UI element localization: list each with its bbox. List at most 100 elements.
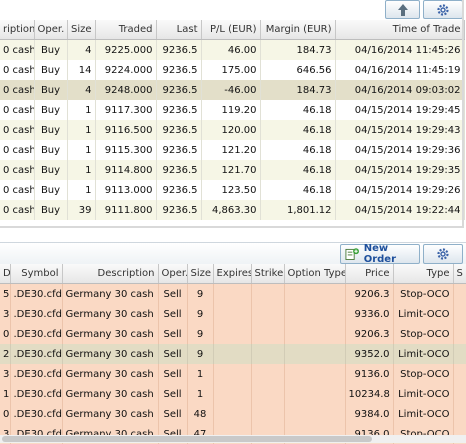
cell-option-type xyxy=(284,344,346,364)
cell-description: 0 cash xyxy=(0,39,35,60)
cell-strike xyxy=(251,384,285,404)
cell-symbol: .DE30.cfd xyxy=(10,304,63,324)
column-header-last[interactable]: Last xyxy=(156,20,202,40)
positions-table: ription Oper. Size Traded Last P/L (EUR)… xyxy=(0,20,465,220)
order-row[interactable]: 3 .DE30.cfd Germany 30 cash Sell 9 9336.0 Limi… xyxy=(0,304,466,324)
cell-type: Stop-OCO xyxy=(393,283,454,304)
positions-settings-button[interactable] xyxy=(423,0,463,19)
column-header-pl[interactable]: P/L (EUR) xyxy=(201,20,261,40)
cell-traded: 9114.800 xyxy=(95,160,157,180)
cell-oper: Sell xyxy=(158,344,188,364)
cell-size: 9 xyxy=(187,283,214,304)
scrollbar-thumb[interactable] xyxy=(2,436,372,442)
order-row[interactable]: 0 .DE30.cfd Germany 30 cash Sell 48 9384.0 Lim… xyxy=(0,404,466,424)
order-row[interactable]: 1 .DE30.cfd Germany 30 cash Sell 1 10234.8 Lim… xyxy=(0,384,466,404)
position-row[interactable]: 0 cash Buy 39 9111.800 9236.5 4,863.30 1,801.1… xyxy=(0,200,465,220)
cell-pl: 46.00 xyxy=(201,39,261,60)
column-header-size[interactable]: Size xyxy=(187,264,214,284)
cell-s xyxy=(453,304,466,324)
cell-margin: 46.18 xyxy=(260,160,336,180)
cell-description: Germany 30 cash xyxy=(62,304,159,324)
cell-option-type xyxy=(284,304,346,324)
cell-type: Stop-OCO xyxy=(393,364,454,384)
column-header-strike[interactable]: Strike xyxy=(251,264,285,284)
column-header-symbol[interactable]: Symbol xyxy=(10,264,63,284)
gear-icon xyxy=(437,3,449,16)
cell-size: 39 xyxy=(67,200,96,220)
cell-pl: 123.50 xyxy=(201,180,261,200)
column-header-time-of-trade[interactable]: Time of Trade xyxy=(335,20,465,40)
cell-traded: 9115.300 xyxy=(95,140,157,160)
column-header-type[interactable]: Type xyxy=(393,264,454,284)
position-row[interactable]: 0 cash Buy 14 9224.000 9236.5 175.00 646.56 04/… xyxy=(0,60,465,80)
column-header-option-type[interactable]: Option Type xyxy=(284,264,346,284)
cell-symbol: .DE30.cfd xyxy=(10,364,63,384)
column-header-oper[interactable]: Oper. xyxy=(34,20,68,40)
cell-type: Limit-OCO xyxy=(393,304,454,324)
cell-oper: Buy xyxy=(34,100,68,120)
cell-time-of-trade: 04/15/2014 19:22:44 xyxy=(335,200,465,220)
cell-option-type xyxy=(284,384,346,404)
position-row[interactable]: 0 cash Buy 1 9117.300 9236.5 119.20 46.18 04/15… xyxy=(0,100,465,120)
order-row[interactable]: 3 .DE30.cfd Germany 30 cash Sell 1 9136.0 Stop… xyxy=(0,364,466,384)
cell-last: 9236.5 xyxy=(156,100,202,120)
order-row[interactable]: 0 .DE30.cfd Germany 30 cash Sell 9 9206.3 Stop… xyxy=(0,324,466,344)
cell-margin: 46.18 xyxy=(260,180,336,200)
cell-last: 9236.5 xyxy=(156,160,202,180)
cell-size: 1 xyxy=(187,384,214,404)
cell-symbol: .DE30.cfd xyxy=(10,344,63,364)
cell-type: Limit-OCO xyxy=(393,344,454,364)
cell-pl: 121.70 xyxy=(201,160,261,180)
column-header-id[interactable]: D xyxy=(0,264,11,284)
cell-description: 0 cash xyxy=(0,160,35,180)
column-header-traded[interactable]: Traded xyxy=(95,20,157,40)
column-header-expires[interactable]: Expires xyxy=(213,264,252,284)
cell-traded: 9248.000 xyxy=(95,80,157,100)
cell-oper: Buy xyxy=(34,39,68,60)
position-row[interactable]: 0 cash Buy 4 9225.000 9236.5 46.00 184.73 04/16… xyxy=(0,39,465,60)
position-row[interactable]: 0 cash Buy 1 9116.500 9236.5 120.00 46.18 04/15… xyxy=(0,120,465,140)
column-header-oper[interactable]: Oper. xyxy=(158,264,188,284)
panel-border xyxy=(0,226,464,228)
order-row[interactable]: 5 .DE30.cfd Germany 30 cash Sell 9 9206.3 Stop… xyxy=(0,283,466,304)
cell-price: 9352.0 xyxy=(345,344,394,364)
position-row[interactable]: 0 cash Buy 4 9248.000 9236.5 -46.00 184.73 04/1… xyxy=(0,80,465,100)
position-row[interactable]: 0 cash Buy 1 9113.000 9236.5 123.50 46.18 04/15… xyxy=(0,180,465,200)
cell-oper: Sell xyxy=(158,304,188,324)
position-row[interactable]: 0 cash Buy 1 9115.300 9236.5 121.20 46.18 04/15… xyxy=(0,140,465,160)
cell-pl: 121.20 xyxy=(201,140,261,160)
column-header-price[interactable]: Price xyxy=(345,264,394,284)
cell-last: 9236.5 xyxy=(156,120,202,140)
cell-oper: Sell xyxy=(158,324,188,344)
cell-strike xyxy=(251,344,285,364)
move-up-button[interactable] xyxy=(385,0,420,19)
cell-last: 9236.5 xyxy=(156,60,202,80)
orders-header-row: D Symbol Description Oper. Size Expires … xyxy=(0,264,466,284)
column-header-description[interactable]: Description xyxy=(62,264,159,284)
position-row[interactable]: 0 cash Buy 1 9114.800 9236.5 121.70 46.18 04/15… xyxy=(0,160,465,180)
cell-time-of-trade: 04/16/2014 09:03:02 xyxy=(335,80,465,100)
column-header-description[interactable]: ription xyxy=(0,20,35,40)
cell-last: 9236.5 xyxy=(156,39,202,60)
cell-expires xyxy=(213,364,252,384)
cell-traded: 9113.000 xyxy=(95,180,157,200)
horizontal-scrollbar[interactable] xyxy=(0,435,466,443)
column-header-s[interactable]: S xyxy=(453,264,466,284)
cell-oper: Sell xyxy=(158,404,188,424)
arrow-up-icon xyxy=(397,3,408,16)
column-header-margin[interactable]: Margin (EUR) xyxy=(260,20,336,40)
column-header-size[interactable]: Size xyxy=(67,20,96,40)
cell-oper: Buy xyxy=(34,80,68,100)
cell-last: 9236.5 xyxy=(156,180,202,200)
new-order-label: New Order xyxy=(363,243,397,265)
orders-settings-button[interactable] xyxy=(423,244,463,264)
cell-oper: Buy xyxy=(34,140,68,160)
order-row[interactable]: 2 .DE30.cfd Germany 30 cash Sell 9 9352.0 Limi… xyxy=(0,344,466,364)
cell-strike xyxy=(251,324,285,344)
cell-size: 4 xyxy=(67,80,96,100)
panel-border xyxy=(462,0,464,228)
cell-description: 0 cash xyxy=(0,120,35,140)
new-order-button[interactable]: New Order xyxy=(340,243,420,265)
cell-s xyxy=(453,324,466,344)
cell-margin: 1,801.12 xyxy=(260,200,336,220)
